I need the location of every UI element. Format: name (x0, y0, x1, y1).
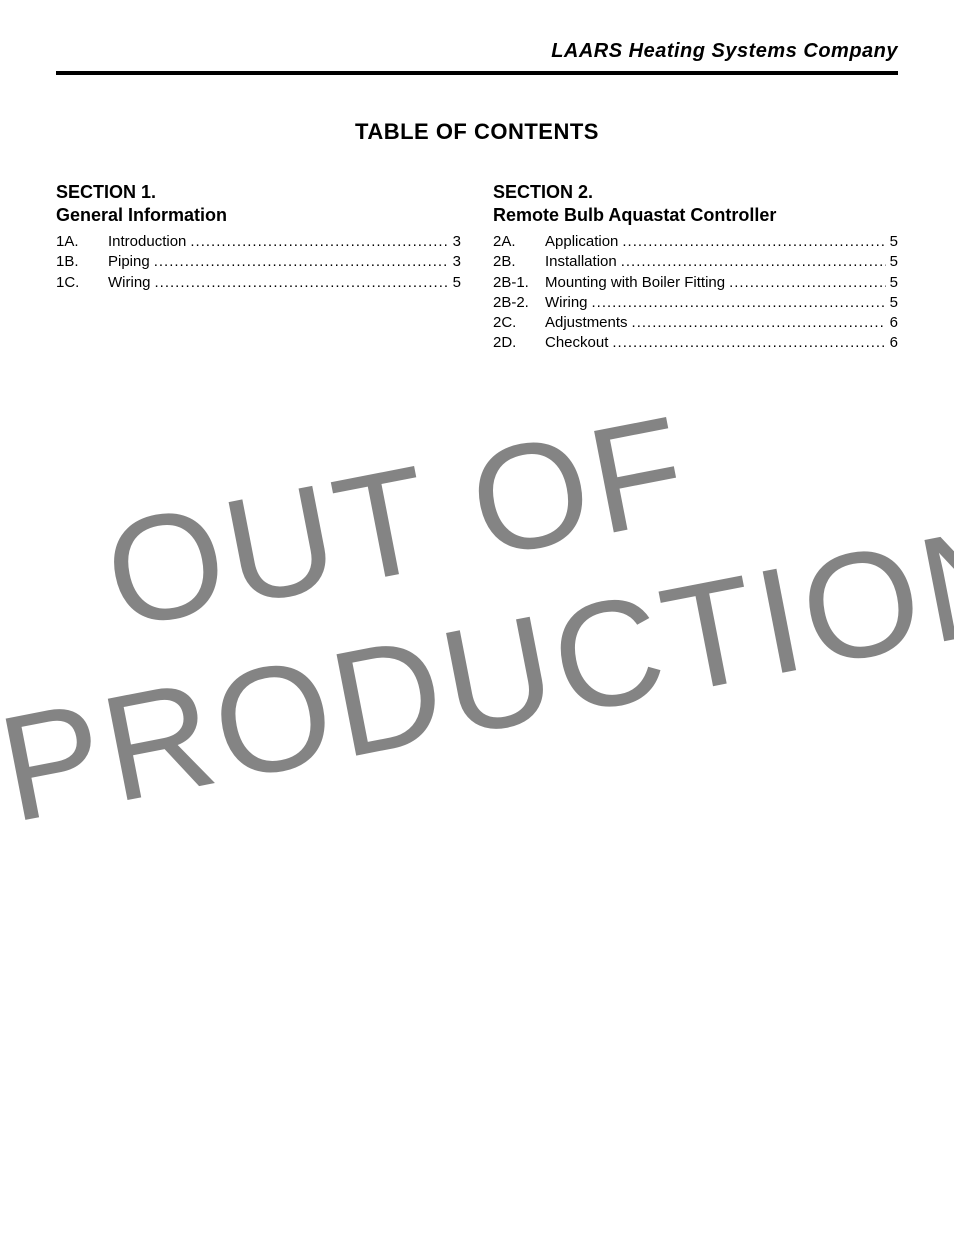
toc-entry: 2D. Checkout 6 (493, 333, 898, 353)
toc-page: 6 (890, 313, 898, 333)
toc-leader-dots (622, 232, 885, 252)
toc-label: Mounting with Boiler Fitting (545, 273, 725, 293)
toc-id: 2B-1. (493, 273, 545, 293)
toc-entry: 1A. Introduction 3 (56, 232, 461, 252)
company-name: LAARS Heating Systems Company (551, 40, 898, 63)
toc-page: 5 (453, 273, 461, 293)
toc-entry: 2A. Application 5 (493, 232, 898, 252)
toc-page: 3 (453, 232, 461, 252)
toc-leader-dots (155, 273, 449, 293)
toc-id: 2A. (493, 232, 545, 252)
toc-label: Checkout (545, 333, 608, 353)
toc-leader-dots (190, 232, 448, 252)
toc-id: 1C. (56, 273, 108, 293)
toc-column-1: SECTION 1. General Information 1A. Intro… (56, 181, 461, 354)
section-number: SECTION 2. (493, 181, 898, 204)
toc-id: 1A. (56, 232, 108, 252)
toc-id: 2B. (493, 252, 545, 272)
toc-entry: 2B. Installation 5 (493, 252, 898, 272)
toc-label: Introduction (108, 232, 186, 252)
toc-label: Wiring (108, 273, 151, 293)
toc-entry: 2B-2. Wiring 5 (493, 293, 898, 313)
section-title: General Information (56, 204, 461, 227)
toc-leader-dots (612, 333, 885, 353)
watermark-line-1: OUT OF (94, 391, 700, 650)
toc-columns: SECTION 1. General Information 1A. Intro… (56, 181, 898, 354)
company-header: LAARS Heating Systems Company (56, 40, 898, 69)
toc-page: 5 (890, 293, 898, 313)
page-title: TABLE OF CONTENTS (56, 119, 898, 145)
toc-page: 5 (890, 273, 898, 293)
toc-entry: 2B-1. Mounting with Boiler Fitting 5 (493, 273, 898, 293)
toc-id: 1B. (56, 252, 108, 272)
toc-id: 2C. (493, 313, 545, 333)
toc-page: 5 (890, 252, 898, 272)
section-heading: SECTION 1. General Information (56, 181, 461, 226)
document-page: LAARS Heating Systems Company TABLE OF C… (0, 0, 954, 1235)
toc-leader-dots (154, 252, 449, 272)
header-rule (56, 71, 898, 75)
toc-page: 5 (890, 232, 898, 252)
toc-label: Installation (545, 252, 617, 272)
toc-leader-dots (632, 313, 886, 333)
toc-column-2: SECTION 2. Remote Bulb Aquastat Controll… (493, 181, 898, 354)
watermark-line-2: PRODUCTION (0, 497, 954, 844)
toc-entry: 1C. Wiring 5 (56, 273, 461, 293)
section-heading: SECTION 2. Remote Bulb Aquastat Controll… (493, 181, 898, 226)
toc-page: 6 (890, 333, 898, 353)
toc-id: 2B-2. (493, 293, 545, 313)
toc-leader-dots (621, 252, 886, 272)
toc-leader-dots (592, 293, 886, 313)
section-title: Remote Bulb Aquastat Controller (493, 204, 898, 227)
toc-label: Adjustments (545, 313, 628, 333)
section-number: SECTION 1. (56, 181, 461, 204)
toc-id: 2D. (493, 333, 545, 353)
toc-leader-dots (729, 273, 886, 293)
toc-entry: 1B. Piping 3 (56, 252, 461, 272)
toc-label: Wiring (545, 293, 588, 313)
toc-label: Application (545, 232, 618, 252)
toc-page: 3 (453, 252, 461, 272)
toc-label: Piping (108, 252, 150, 272)
toc-entry: 2C. Adjustments 6 (493, 313, 898, 333)
